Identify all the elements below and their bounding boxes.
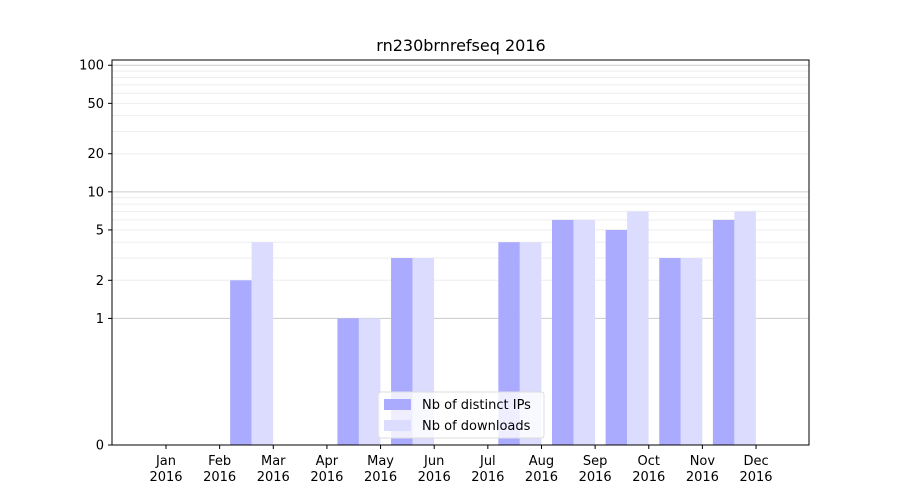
x-axis: Jan 2016 Feb 2016 Mar 2016 Apr 2016 May 2016 Jun 20… — [149, 445, 773, 485]
bar-downloads — [627, 211, 649, 445]
x-tick-label: Apr 2016 — [310, 454, 343, 485]
plot-frame — [111, 59, 810, 446]
x-tick-label: Jul 2016 — [471, 454, 504, 485]
legend-swatch — [384, 420, 411, 431]
bar-distinct-ips — [230, 280, 252, 445]
y-tick-label: 100 — [79, 59, 104, 74]
bar-distinct-ips — [551, 219, 574, 445]
bar-distinct-ips — [337, 318, 359, 445]
legend: Nb of distinct IPs Nb of downloads — [377, 391, 545, 439]
legend-swatch — [384, 399, 411, 410]
bar-distinct-ips — [605, 229, 628, 445]
x-tick-label: Feb 2016 — [203, 454, 236, 485]
bar-downloads — [251, 242, 274, 445]
bar-downloads — [734, 211, 756, 445]
bar-downloads — [573, 219, 595, 445]
legend-label: Nb of downloads — [422, 419, 531, 434]
bar-distinct-ips — [712, 219, 735, 445]
y-tick-label: 1 — [96, 312, 104, 327]
bar-downloads — [680, 258, 703, 445]
x-tick-label: Aug 2016 — [525, 454, 558, 485]
bar-downloads — [358, 318, 381, 445]
legend-box — [377, 391, 545, 439]
y-tick-label: 50 — [87, 97, 104, 112]
x-tick-label: Dec 2016 — [739, 454, 772, 485]
x-tick-label: Nov 2016 — [686, 454, 719, 485]
x-tick-label: Sep 2016 — [579, 454, 612, 485]
x-tick-label: Oct 2016 — [632, 454, 665, 485]
x-tick-label: Jan 2016 — [149, 454, 182, 485]
grid-lines — [112, 64, 809, 319]
y-tick-label: 10 — [87, 185, 104, 200]
y-tick-label: 20 — [87, 147, 104, 162]
bar-distinct-ips — [659, 258, 681, 445]
x-tick-label: May 2016 — [364, 454, 397, 485]
x-tick-label: Jun 2016 — [418, 454, 451, 485]
chart-title: rn230brnrefseq 2016 — [376, 36, 545, 55]
y-tick-label: 0 — [96, 439, 104, 454]
y-tick-label: 5 — [96, 223, 104, 238]
x-tick-label: Mar 2016 — [257, 454, 290, 485]
legend-label: Nb of distinct IPs — [422, 398, 531, 413]
y-axis: 0 1 2 5 10 20 50 100 — [79, 59, 112, 454]
y-tick-label: 2 — [96, 274, 104, 289]
